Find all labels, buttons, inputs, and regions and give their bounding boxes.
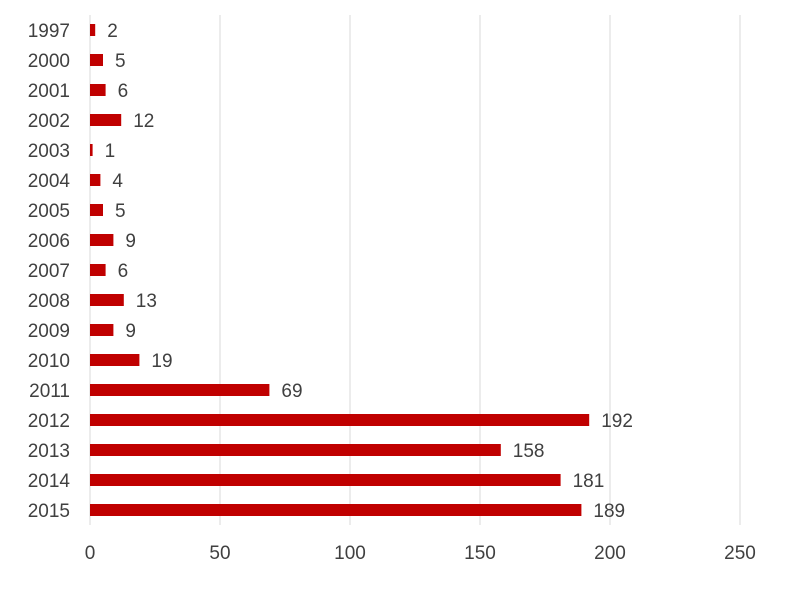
bar-1997 — [90, 24, 96, 36]
category-label-2014: 2014 — [28, 471, 71, 492]
category-axis: 1997 2000 2001 2002 2003 2004 2005 2006 2007 2008… — [28, 21, 71, 522]
x-tick-label-100: 100 — [334, 543, 366, 564]
data-label-2012: 192 — [601, 411, 633, 432]
bar-2015 — [90, 504, 582, 516]
bar-2008 — [90, 294, 124, 306]
data-label-2014: 181 — [573, 471, 605, 492]
data-label-2004: 4 — [112, 171, 123, 192]
category-label-2007: 2007 — [28, 261, 70, 282]
x-tick-label-250: 250 — [724, 543, 756, 564]
category-label-2003: 2003 — [28, 141, 70, 162]
bar-2003 — [90, 144, 93, 156]
bar-2014 — [90, 474, 561, 486]
data-label-2011: 69 — [281, 381, 302, 402]
bar-2009 — [90, 324, 114, 336]
data-label-2013: 158 — [513, 441, 545, 462]
x-tick-label-50: 50 — [209, 543, 230, 564]
category-label-2009: 2009 — [28, 321, 70, 342]
x-tick-label-150: 150 — [464, 543, 496, 564]
category-label-2015: 2015 — [28, 501, 70, 522]
bar-2013 — [90, 444, 501, 456]
data-label-2009: 9 — [125, 321, 136, 342]
bars — [90, 24, 590, 516]
data-label-2007: 6 — [118, 261, 129, 282]
data-label-2005: 5 — [115, 201, 126, 222]
bar-2012 — [90, 414, 590, 426]
category-label-1997: 1997 — [28, 21, 70, 42]
bar-2002 — [90, 114, 122, 126]
data-label-2002: 12 — [133, 111, 154, 132]
bar-2006 — [90, 234, 114, 246]
category-label-2001: 2001 — [28, 81, 70, 102]
category-label-2008: 2008 — [28, 291, 70, 312]
data-label-2000: 5 — [115, 51, 126, 72]
category-label-2000: 2000 — [28, 51, 70, 72]
x-tick-label-200: 200 — [594, 543, 626, 564]
data-label-2003: 1 — [105, 141, 116, 162]
bar-2011 — [90, 384, 270, 396]
category-label-2002: 2002 — [28, 111, 70, 132]
data-label-2001: 6 — [118, 81, 129, 102]
category-label-2011: 2011 — [29, 381, 70, 402]
data-label-2008: 13 — [136, 291, 157, 312]
data-label-2010: 19 — [151, 351, 172, 372]
gridlines — [89, 15, 741, 525]
value-axis: 0 50 100 150 200 250 — [85, 543, 756, 564]
bar-2010 — [90, 354, 140, 366]
data-label-2006: 9 — [125, 231, 136, 252]
data-label-2015: 189 — [593, 501, 625, 522]
category-label-2010: 2010 — [28, 351, 70, 372]
category-label-2004: 2004 — [28, 171, 71, 192]
category-label-2012: 2012 — [28, 411, 70, 432]
bar-2005 — [90, 204, 103, 216]
bar-2001 — [90, 84, 106, 96]
category-label-2013: 2013 — [28, 441, 70, 462]
bar-2004 — [90, 174, 101, 186]
category-label-2006: 2006 — [28, 231, 70, 252]
bar-2000 — [90, 54, 103, 66]
x-tick-label-0: 0 — [85, 543, 96, 564]
category-label-2005: 2005 — [28, 201, 70, 222]
bar-2007 — [90, 264, 106, 276]
data-label-1997: 2 — [107, 21, 118, 42]
